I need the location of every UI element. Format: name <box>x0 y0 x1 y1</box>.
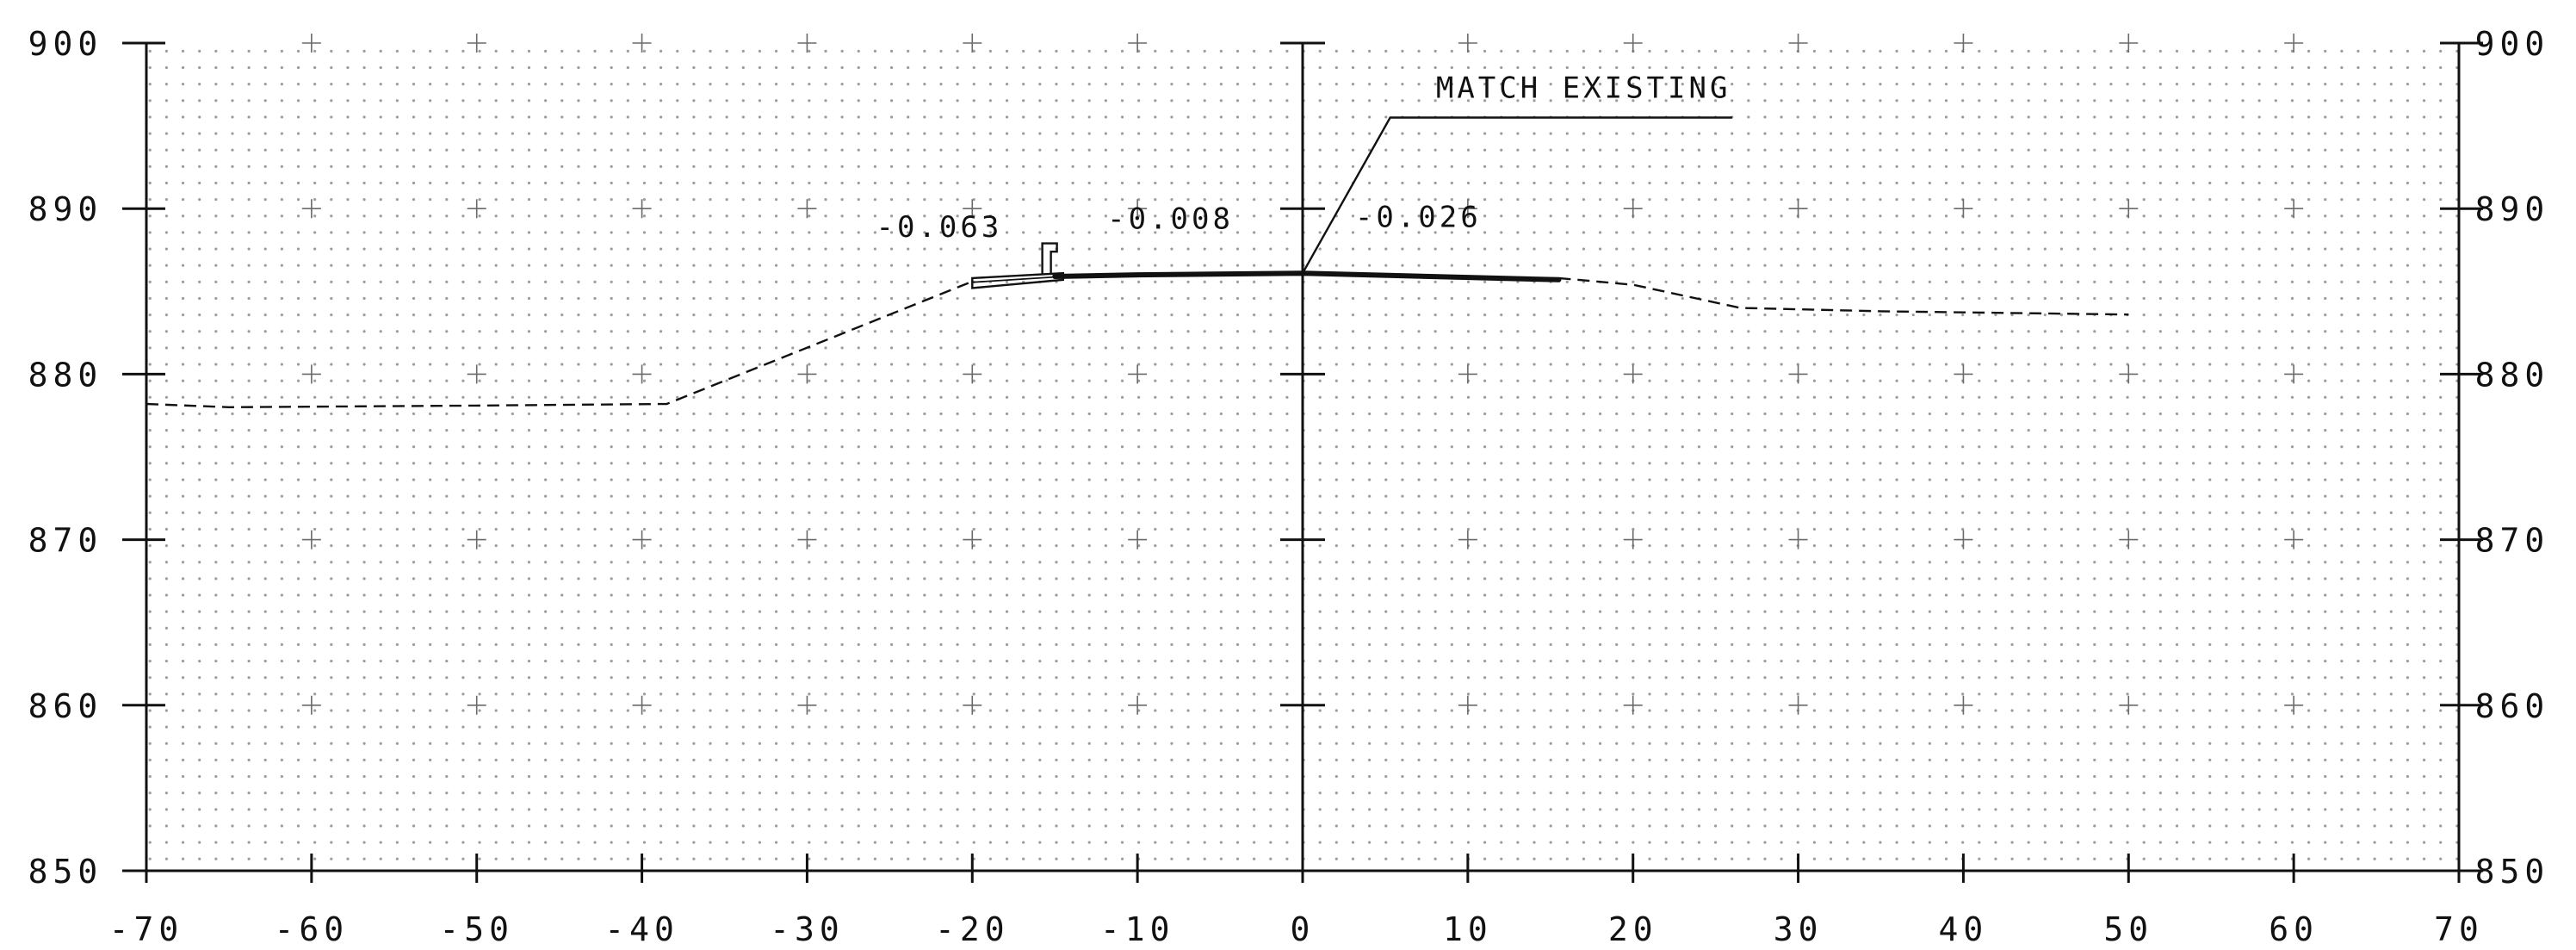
y-tick-label-right: 850 <box>2475 853 2550 891</box>
y-tick-label-right: 900 <box>2475 25 2550 63</box>
x-tick-label: -10 <box>1100 910 1175 948</box>
x-tick-label: -70 <box>109 910 184 948</box>
y-tick-label-left: 880 <box>28 356 103 394</box>
x-tick-label: 10 <box>1443 910 1493 948</box>
y-tick-label-right: 860 <box>2475 687 2550 725</box>
slope-label: -0.008 <box>1107 202 1234 236</box>
y-tick-label-right: 880 <box>2475 356 2550 394</box>
x-tick-label: -60 <box>275 910 350 948</box>
slope-label: -0.026 <box>1355 200 1482 234</box>
x-tick-label: -50 <box>439 910 514 948</box>
match-existing-label: MATCH EXISTING <box>1436 71 1731 105</box>
x-tick-label: 30 <box>1774 910 1824 948</box>
x-tick-label: 60 <box>2269 910 2319 948</box>
x-tick-label: 70 <box>2434 910 2484 948</box>
y-tick-label-left: 890 <box>28 190 103 228</box>
y-tick-label-left: 850 <box>28 853 103 891</box>
y-tick-label-left: 900 <box>28 25 103 63</box>
x-tick-label: 40 <box>1939 910 1989 948</box>
y-tick-label-right: 890 <box>2475 190 2550 228</box>
x-tick-label: -40 <box>604 910 679 948</box>
x-tick-label: -20 <box>935 910 1010 948</box>
x-tick-label: 50 <box>2103 910 2153 948</box>
y-tick-label-left: 860 <box>28 687 103 725</box>
y-tick-label-right: 870 <box>2475 522 2550 560</box>
x-tick-label: -30 <box>770 910 845 948</box>
y-tick-label-left: 870 <box>28 522 103 560</box>
x-tick-label: 0 <box>1291 910 1316 948</box>
slope-label: -0.063 <box>876 210 1003 245</box>
x-tick-label: 20 <box>1608 910 1658 948</box>
